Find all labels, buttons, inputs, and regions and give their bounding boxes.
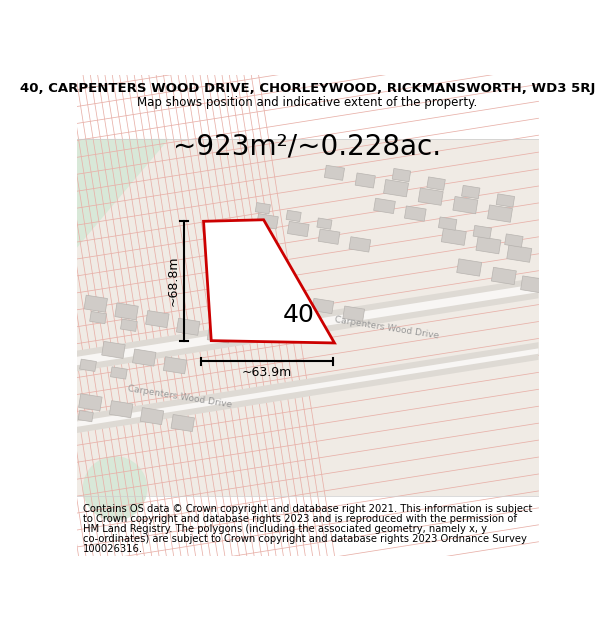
Polygon shape — [488, 205, 512, 222]
Text: Map shows position and indicative extent of the property.: Map shows position and indicative extent… — [137, 96, 478, 109]
Text: 40: 40 — [283, 303, 314, 328]
Polygon shape — [203, 220, 334, 343]
Text: ~63.9m: ~63.9m — [242, 366, 292, 379]
Polygon shape — [77, 342, 539, 433]
Polygon shape — [220, 275, 241, 291]
Polygon shape — [374, 198, 395, 214]
Text: Carpenters Wood Drive: Carpenters Wood Drive — [334, 315, 440, 340]
Polygon shape — [255, 202, 271, 214]
Polygon shape — [80, 359, 97, 371]
Text: ~68.8m: ~68.8m — [167, 256, 180, 306]
Polygon shape — [287, 221, 309, 237]
Polygon shape — [505, 234, 523, 248]
Polygon shape — [110, 367, 127, 379]
Polygon shape — [77, 348, 539, 427]
Polygon shape — [77, 278, 539, 371]
Polygon shape — [171, 414, 194, 432]
Polygon shape — [102, 341, 125, 358]
Polygon shape — [79, 394, 102, 411]
Polygon shape — [250, 283, 272, 298]
Polygon shape — [84, 295, 107, 312]
Polygon shape — [163, 357, 187, 374]
Polygon shape — [260, 272, 275, 283]
Polygon shape — [507, 245, 532, 262]
Polygon shape — [457, 259, 482, 276]
Polygon shape — [257, 214, 278, 229]
Polygon shape — [312, 298, 334, 314]
Polygon shape — [392, 169, 410, 182]
Polygon shape — [109, 401, 133, 418]
Polygon shape — [404, 206, 426, 221]
Polygon shape — [146, 311, 169, 328]
Polygon shape — [476, 236, 501, 254]
Text: 100026316.: 100026316. — [83, 544, 143, 554]
Polygon shape — [317, 218, 332, 229]
Polygon shape — [442, 228, 466, 246]
Polygon shape — [77, 284, 539, 365]
Polygon shape — [521, 276, 544, 293]
Polygon shape — [77, 139, 539, 496]
Polygon shape — [207, 326, 230, 343]
Text: Carpenters Wood Drive: Carpenters Wood Drive — [127, 384, 232, 409]
Text: Contains OS data © Crown copyright and database right 2021. This information is : Contains OS data © Crown copyright and d… — [83, 504, 532, 514]
Circle shape — [83, 456, 148, 521]
Polygon shape — [439, 217, 457, 230]
Polygon shape — [78, 411, 94, 422]
Polygon shape — [77, 139, 169, 248]
Polygon shape — [325, 165, 344, 181]
Polygon shape — [286, 210, 301, 221]
Text: HM Land Registry. The polygons (including the associated geometry, namely x, y: HM Land Registry. The polygons (includin… — [83, 524, 487, 534]
Polygon shape — [281, 291, 303, 306]
Text: to Crown copyright and database rights 2023 and is reproduced with the permissio: to Crown copyright and database rights 2… — [83, 514, 517, 524]
Polygon shape — [491, 268, 517, 284]
Polygon shape — [349, 237, 371, 252]
Polygon shape — [418, 188, 443, 205]
Polygon shape — [115, 303, 138, 320]
Polygon shape — [383, 179, 409, 197]
Polygon shape — [229, 264, 244, 276]
Polygon shape — [121, 319, 137, 331]
Text: ~923m²/~0.228ac.: ~923m²/~0.228ac. — [173, 132, 442, 161]
Polygon shape — [343, 306, 365, 321]
Polygon shape — [427, 177, 445, 190]
Polygon shape — [355, 173, 376, 188]
Polygon shape — [473, 226, 491, 239]
Polygon shape — [89, 311, 106, 324]
Polygon shape — [461, 186, 480, 199]
Polygon shape — [453, 196, 478, 214]
Polygon shape — [140, 408, 164, 424]
Polygon shape — [318, 229, 340, 244]
Text: 40, CARPENTERS WOOD DRIVE, CHORLEYWOOD, RICKMANSWORTH, WD3 5RJ: 40, CARPENTERS WOOD DRIVE, CHORLEYWOOD, … — [20, 82, 595, 96]
Text: co-ordinates) are subject to Crown copyright and database rights 2023 Ordnance S: co-ordinates) are subject to Crown copyr… — [83, 534, 527, 544]
Polygon shape — [496, 194, 515, 207]
Polygon shape — [176, 318, 200, 336]
Polygon shape — [133, 349, 156, 366]
